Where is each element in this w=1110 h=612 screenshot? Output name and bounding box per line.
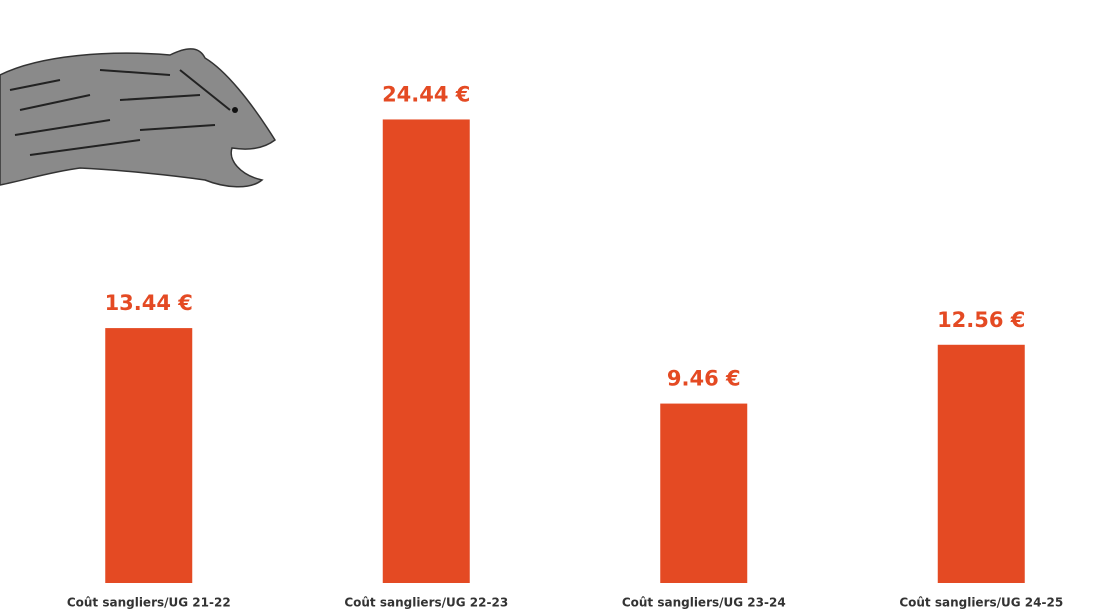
boar-illustration (0, 48, 276, 188)
boar-body (0, 48, 276, 188)
value-label: 13.44 € (105, 291, 193, 315)
x-tick-label: Coût sangliers/UG 21-22 (67, 596, 231, 610)
x-tick-label: Coût sangliers/UG 22-23 (344, 596, 508, 610)
x-tick-label: Coût sangliers/UG 23-24 (622, 596, 786, 610)
bar (105, 328, 193, 583)
bar (937, 344, 1025, 583)
bar (660, 403, 748, 583)
x-tick-label: Coût sangliers/UG 24-25 (899, 596, 1063, 610)
boar-hatching (9, 69, 231, 156)
boar-eye (232, 107, 238, 113)
value-label: 24.44 € (382, 82, 470, 106)
value-label: 12.56 € (937, 308, 1025, 332)
value-label: 9.46 € (667, 367, 741, 391)
bar (382, 119, 470, 584)
